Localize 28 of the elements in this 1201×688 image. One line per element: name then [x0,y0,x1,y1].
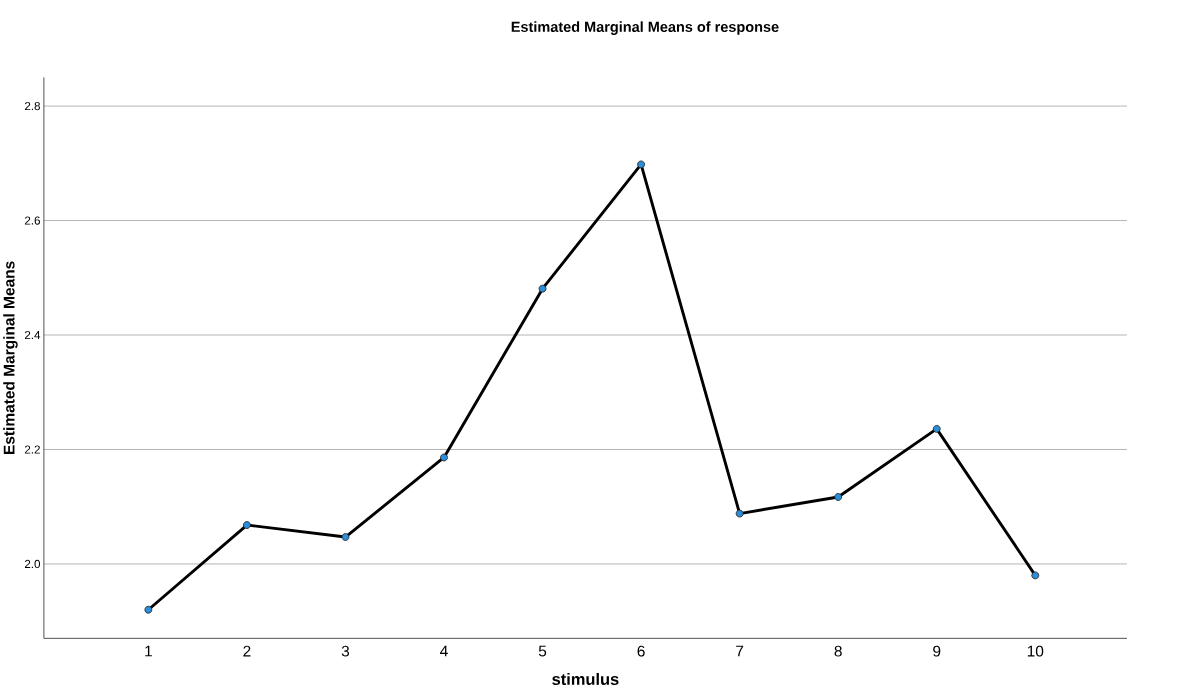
point [932,424,941,433]
x-tick-label: 5 [538,645,547,657]
point [538,284,547,293]
point [834,492,843,501]
x-tick-label: 2 [243,645,251,657]
y-tick-label: 2.6 [24,216,40,225]
y-tick-label: 2.2 [24,445,40,454]
point [735,509,744,518]
x-tick-label: 6 [637,645,645,657]
x-tick-label: 4 [440,645,448,657]
x-tick-label: 1 [145,645,152,657]
x-tick-label: 7 [736,645,744,657]
point [144,605,153,614]
x-tick-label: 9 [933,645,941,657]
y-tick-label: 2.8 [24,101,40,111]
point [341,533,350,541]
x-axis-title: stimulus [552,672,619,685]
y-tick-label: 2.4 [24,330,41,339]
y-tick-label: 2.0 [24,559,41,568]
point [242,521,251,529]
point [440,453,448,462]
point [1031,571,1040,580]
x-tick-label: 3 [341,645,350,657]
x-tick-label: 10 [1027,645,1044,657]
chart-title: Estimated Marginal Means of response [511,21,779,35]
x-tick-label: 8 [834,645,842,657]
y-axis-title: Estimated Marginal Means [3,261,18,454]
point [637,160,646,169]
